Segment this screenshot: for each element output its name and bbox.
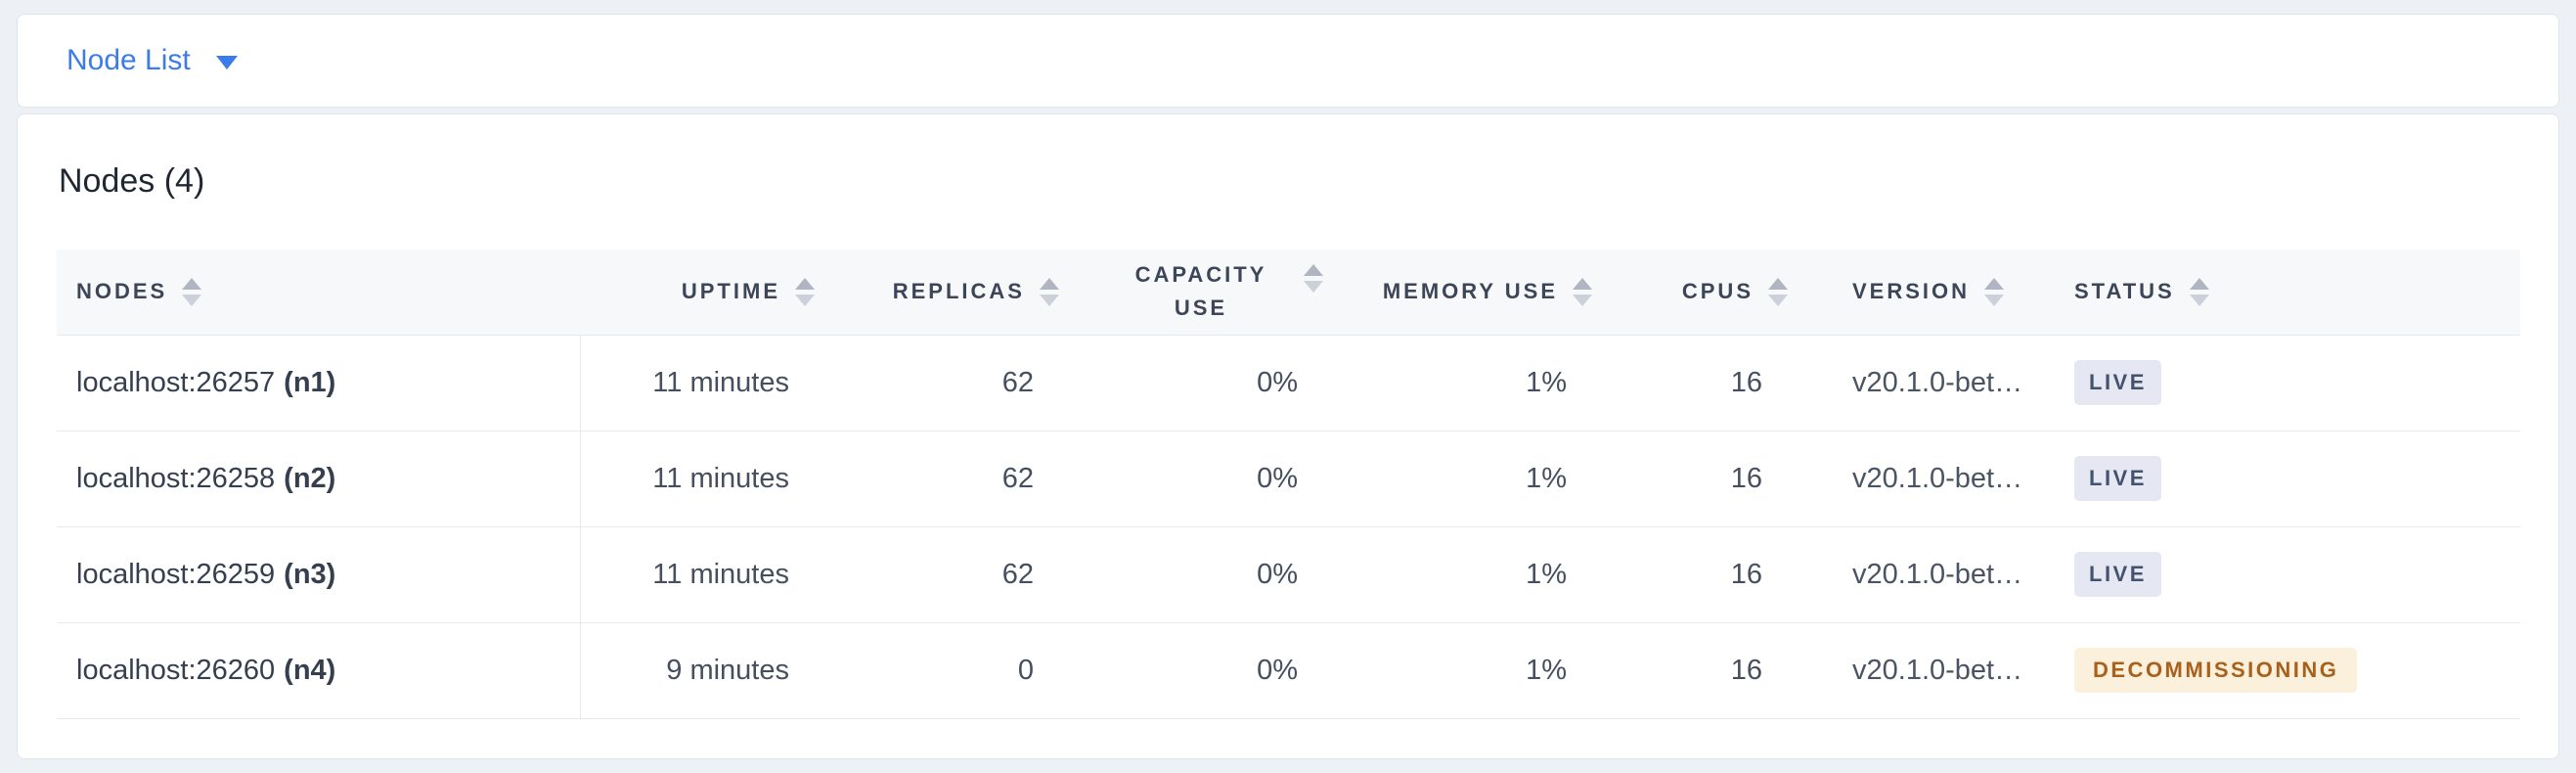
node-address-cell: localhost:26259 (n3) xyxy=(57,526,581,622)
uptime-cell: 11 minutes xyxy=(652,366,789,398)
sort-icon[interactable] xyxy=(1573,277,1592,306)
status-badge: DECOMMISSIONING xyxy=(2074,648,2358,693)
status-badge: LIVE xyxy=(2074,456,2161,501)
replicas-cell: 62 xyxy=(1001,462,1034,494)
table-row: localhost:26258 (n2) 11 minutes 62 0% 1% … xyxy=(57,431,2520,526)
capacity-use-cell: 0% xyxy=(1257,558,1298,590)
node-list-dropdown[interactable]: Node List xyxy=(67,44,238,77)
cpus-cell: 16 xyxy=(1730,366,1762,398)
column-header-nodes[interactable]: NODES xyxy=(57,250,580,335)
node-id: (n4) xyxy=(284,654,336,686)
sort-icon[interactable] xyxy=(1768,277,1788,306)
node-address-cell: localhost:26257 (n1) xyxy=(57,335,581,431)
node-list-dropdown-label: Node List xyxy=(67,44,191,76)
sort-icon[interactable] xyxy=(1984,277,2005,306)
node-address: localhost:26259 xyxy=(76,558,276,590)
column-header-uptime[interactable]: UPTIME xyxy=(580,250,824,335)
capacity-use-cell: 0% xyxy=(1257,654,1298,686)
cpus-cell: 16 xyxy=(1730,462,1762,494)
node-address-cell: localhost:26260 (n4) xyxy=(57,622,581,718)
uptime-cell: 11 minutes xyxy=(652,462,789,494)
nodes-panel: Nodes (4) NODES UPTIME xyxy=(17,114,2559,759)
table-row: localhost:26259 (n3) 11 minutes 62 0% 1% … xyxy=(57,526,2520,622)
node-address: localhost:26260 xyxy=(76,654,276,686)
column-header-capacity-use[interactable]: CAPACITY USE xyxy=(1069,250,1333,335)
version-cell: v20.1.0-bet… xyxy=(1852,366,2023,398)
version-cell: v20.1.0-bet… xyxy=(1852,654,2023,686)
status-badge: LIVE xyxy=(2074,552,2161,597)
version-cell: v20.1.0-bet… xyxy=(1852,558,2023,590)
table-row: localhost:26257 (n1) 11 minutes 62 0% 1% … xyxy=(57,335,2520,431)
column-header-cpus[interactable]: CPUS xyxy=(1602,250,1798,335)
memory-use-cell: 1% xyxy=(1526,558,1567,590)
view-selector-bar: Node List xyxy=(17,14,2559,108)
memory-use-cell: 1% xyxy=(1526,654,1567,686)
column-header-memory-use[interactable]: MEMORY USE xyxy=(1333,250,1602,335)
nodes-table: NODES UPTIME REPLICAS xyxy=(57,250,2520,719)
column-header-status[interactable]: STATUS xyxy=(2052,250,2520,335)
capacity-use-cell: 0% xyxy=(1257,462,1298,494)
status-cell: LIVE xyxy=(2052,431,2520,526)
node-address: localhost:26258 xyxy=(76,462,276,494)
sort-icon[interactable] xyxy=(1304,264,1323,294)
table-row: localhost:26260 (n4) 9 minutes 0 0% 1% 16… xyxy=(57,622,2520,718)
version-cell: v20.1.0-bet… xyxy=(1852,462,2023,494)
replicas-cell: 62 xyxy=(1001,366,1034,398)
uptime-cell: 9 minutes xyxy=(666,654,789,686)
memory-use-cell: 1% xyxy=(1526,462,1567,494)
status-cell: LIVE xyxy=(2052,335,2520,431)
status-cell: LIVE xyxy=(2052,526,2520,622)
capacity-use-cell: 0% xyxy=(1257,366,1298,398)
memory-use-cell: 1% xyxy=(1526,366,1567,398)
column-header-version[interactable]: VERSION xyxy=(1798,250,2052,335)
sort-icon[interactable] xyxy=(182,277,202,306)
node-id: (n3) xyxy=(284,558,336,590)
table-header-row: NODES UPTIME REPLICAS xyxy=(57,250,2520,335)
node-id: (n1) xyxy=(284,366,336,398)
sort-icon[interactable] xyxy=(795,277,815,306)
page-title: Nodes (4) xyxy=(59,162,205,200)
sort-icon[interactable] xyxy=(1040,277,1059,306)
replicas-cell: 0 xyxy=(1017,654,1034,686)
cpus-cell: 16 xyxy=(1730,558,1762,590)
cpus-cell: 16 xyxy=(1730,654,1762,686)
sort-icon[interactable] xyxy=(2189,277,2209,306)
status-badge: LIVE xyxy=(2074,360,2161,405)
column-header-replicas[interactable]: REPLICAS xyxy=(824,250,1069,335)
node-id: (n2) xyxy=(284,462,336,494)
caret-down-icon xyxy=(215,55,238,69)
node-address: localhost:26257 xyxy=(76,366,276,398)
uptime-cell: 11 minutes xyxy=(652,558,789,590)
status-cell: DECOMMISSIONING xyxy=(2052,622,2520,718)
node-address-cell: localhost:26258 (n2) xyxy=(57,431,581,526)
replicas-cell: 62 xyxy=(1001,558,1034,590)
